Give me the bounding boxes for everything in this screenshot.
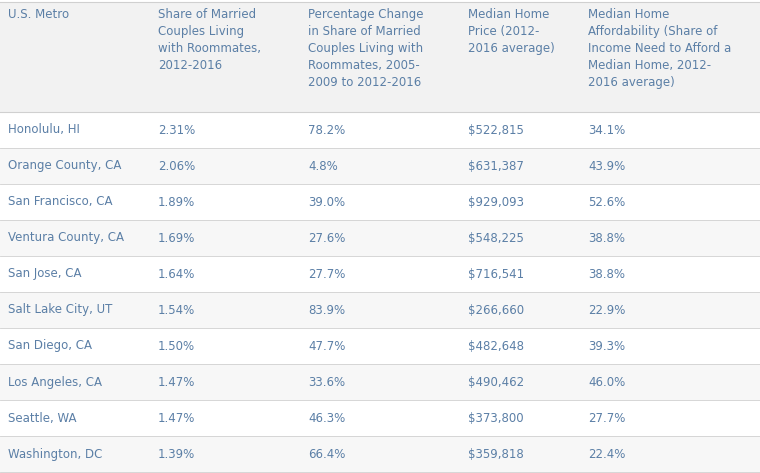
Bar	[0, 364, 760, 400]
Text: $716,541: $716,541	[468, 268, 524, 280]
Text: 4.8%: 4.8%	[308, 159, 337, 173]
Text: 33.6%: 33.6%	[308, 376, 345, 388]
Text: 46.0%: 46.0%	[588, 376, 625, 388]
Text: 22.9%: 22.9%	[588, 304, 625, 316]
Bar	[0, 220, 760, 256]
Text: San Jose, CA: San Jose, CA	[8, 268, 81, 280]
Text: 27.7%: 27.7%	[308, 268, 345, 280]
Text: 39.3%: 39.3%	[588, 340, 625, 352]
Text: 78.2%: 78.2%	[308, 123, 345, 137]
Bar	[0, 256, 760, 292]
Text: $522,815: $522,815	[468, 123, 524, 137]
Text: 38.8%: 38.8%	[588, 268, 625, 280]
Text: 27.6%: 27.6%	[308, 231, 345, 245]
Text: Salt Lake City, UT: Salt Lake City, UT	[8, 304, 112, 316]
Text: 66.4%: 66.4%	[308, 447, 345, 461]
Text: 34.1%: 34.1%	[588, 123, 625, 137]
Text: 27.7%: 27.7%	[588, 412, 625, 424]
Bar	[0, 2, 760, 112]
Text: 22.4%: 22.4%	[588, 447, 625, 461]
Text: $482,648: $482,648	[468, 340, 524, 352]
Text: 43.9%: 43.9%	[588, 159, 625, 173]
Bar	[0, 436, 760, 472]
Text: $548,225: $548,225	[468, 231, 524, 245]
Text: 1.39%: 1.39%	[158, 447, 195, 461]
Text: 39.0%: 39.0%	[308, 195, 345, 209]
Text: $929,093: $929,093	[468, 195, 524, 209]
Text: 1.54%: 1.54%	[158, 304, 195, 316]
Text: U.S. Metro: U.S. Metro	[8, 8, 69, 21]
Text: $359,818: $359,818	[468, 447, 524, 461]
Text: Share of Married
Couples Living
with Roommates,
2012-2016: Share of Married Couples Living with Roo…	[158, 8, 261, 72]
Text: Median Home
Price (2012-
2016 average): Median Home Price (2012- 2016 average)	[468, 8, 555, 55]
Text: $490,462: $490,462	[468, 376, 524, 388]
Text: 1.64%: 1.64%	[158, 268, 195, 280]
Text: Median Home
Affordability (Share of
Income Need to Afford a
Median Home, 2012-
2: Median Home Affordability (Share of Inco…	[588, 8, 731, 89]
Text: Honolulu, HI: Honolulu, HI	[8, 123, 80, 137]
Text: Washington, DC: Washington, DC	[8, 447, 103, 461]
Text: 83.9%: 83.9%	[308, 304, 345, 316]
Text: Seattle, WA: Seattle, WA	[8, 412, 77, 424]
Text: Percentage Change
in Share of Married
Couples Living with
Roommates, 2005-
2009 : Percentage Change in Share of Married Co…	[308, 8, 423, 89]
Bar	[0, 184, 760, 220]
Text: 2.06%: 2.06%	[158, 159, 195, 173]
Text: San Francisco, CA: San Francisco, CA	[8, 195, 112, 209]
Text: 46.3%: 46.3%	[308, 412, 345, 424]
Bar	[0, 292, 760, 328]
Text: 1.50%: 1.50%	[158, 340, 195, 352]
Bar	[0, 112, 760, 148]
Text: $266,660: $266,660	[468, 304, 524, 316]
Text: San Diego, CA: San Diego, CA	[8, 340, 92, 352]
Text: Orange County, CA: Orange County, CA	[8, 159, 122, 173]
Text: 2.31%: 2.31%	[158, 123, 195, 137]
Text: 1.89%: 1.89%	[158, 195, 195, 209]
Text: $631,387: $631,387	[468, 159, 524, 173]
Bar	[0, 148, 760, 184]
Text: $373,800: $373,800	[468, 412, 524, 424]
Text: 1.47%: 1.47%	[158, 412, 195, 424]
Bar	[0, 328, 760, 364]
Text: 38.8%: 38.8%	[588, 231, 625, 245]
Text: 1.47%: 1.47%	[158, 376, 195, 388]
Text: 47.7%: 47.7%	[308, 340, 345, 352]
Text: Los Angeles, CA: Los Angeles, CA	[8, 376, 102, 388]
Text: Ventura County, CA: Ventura County, CA	[8, 231, 124, 245]
Text: 52.6%: 52.6%	[588, 195, 625, 209]
Text: 1.69%: 1.69%	[158, 231, 195, 245]
Bar	[0, 400, 760, 436]
